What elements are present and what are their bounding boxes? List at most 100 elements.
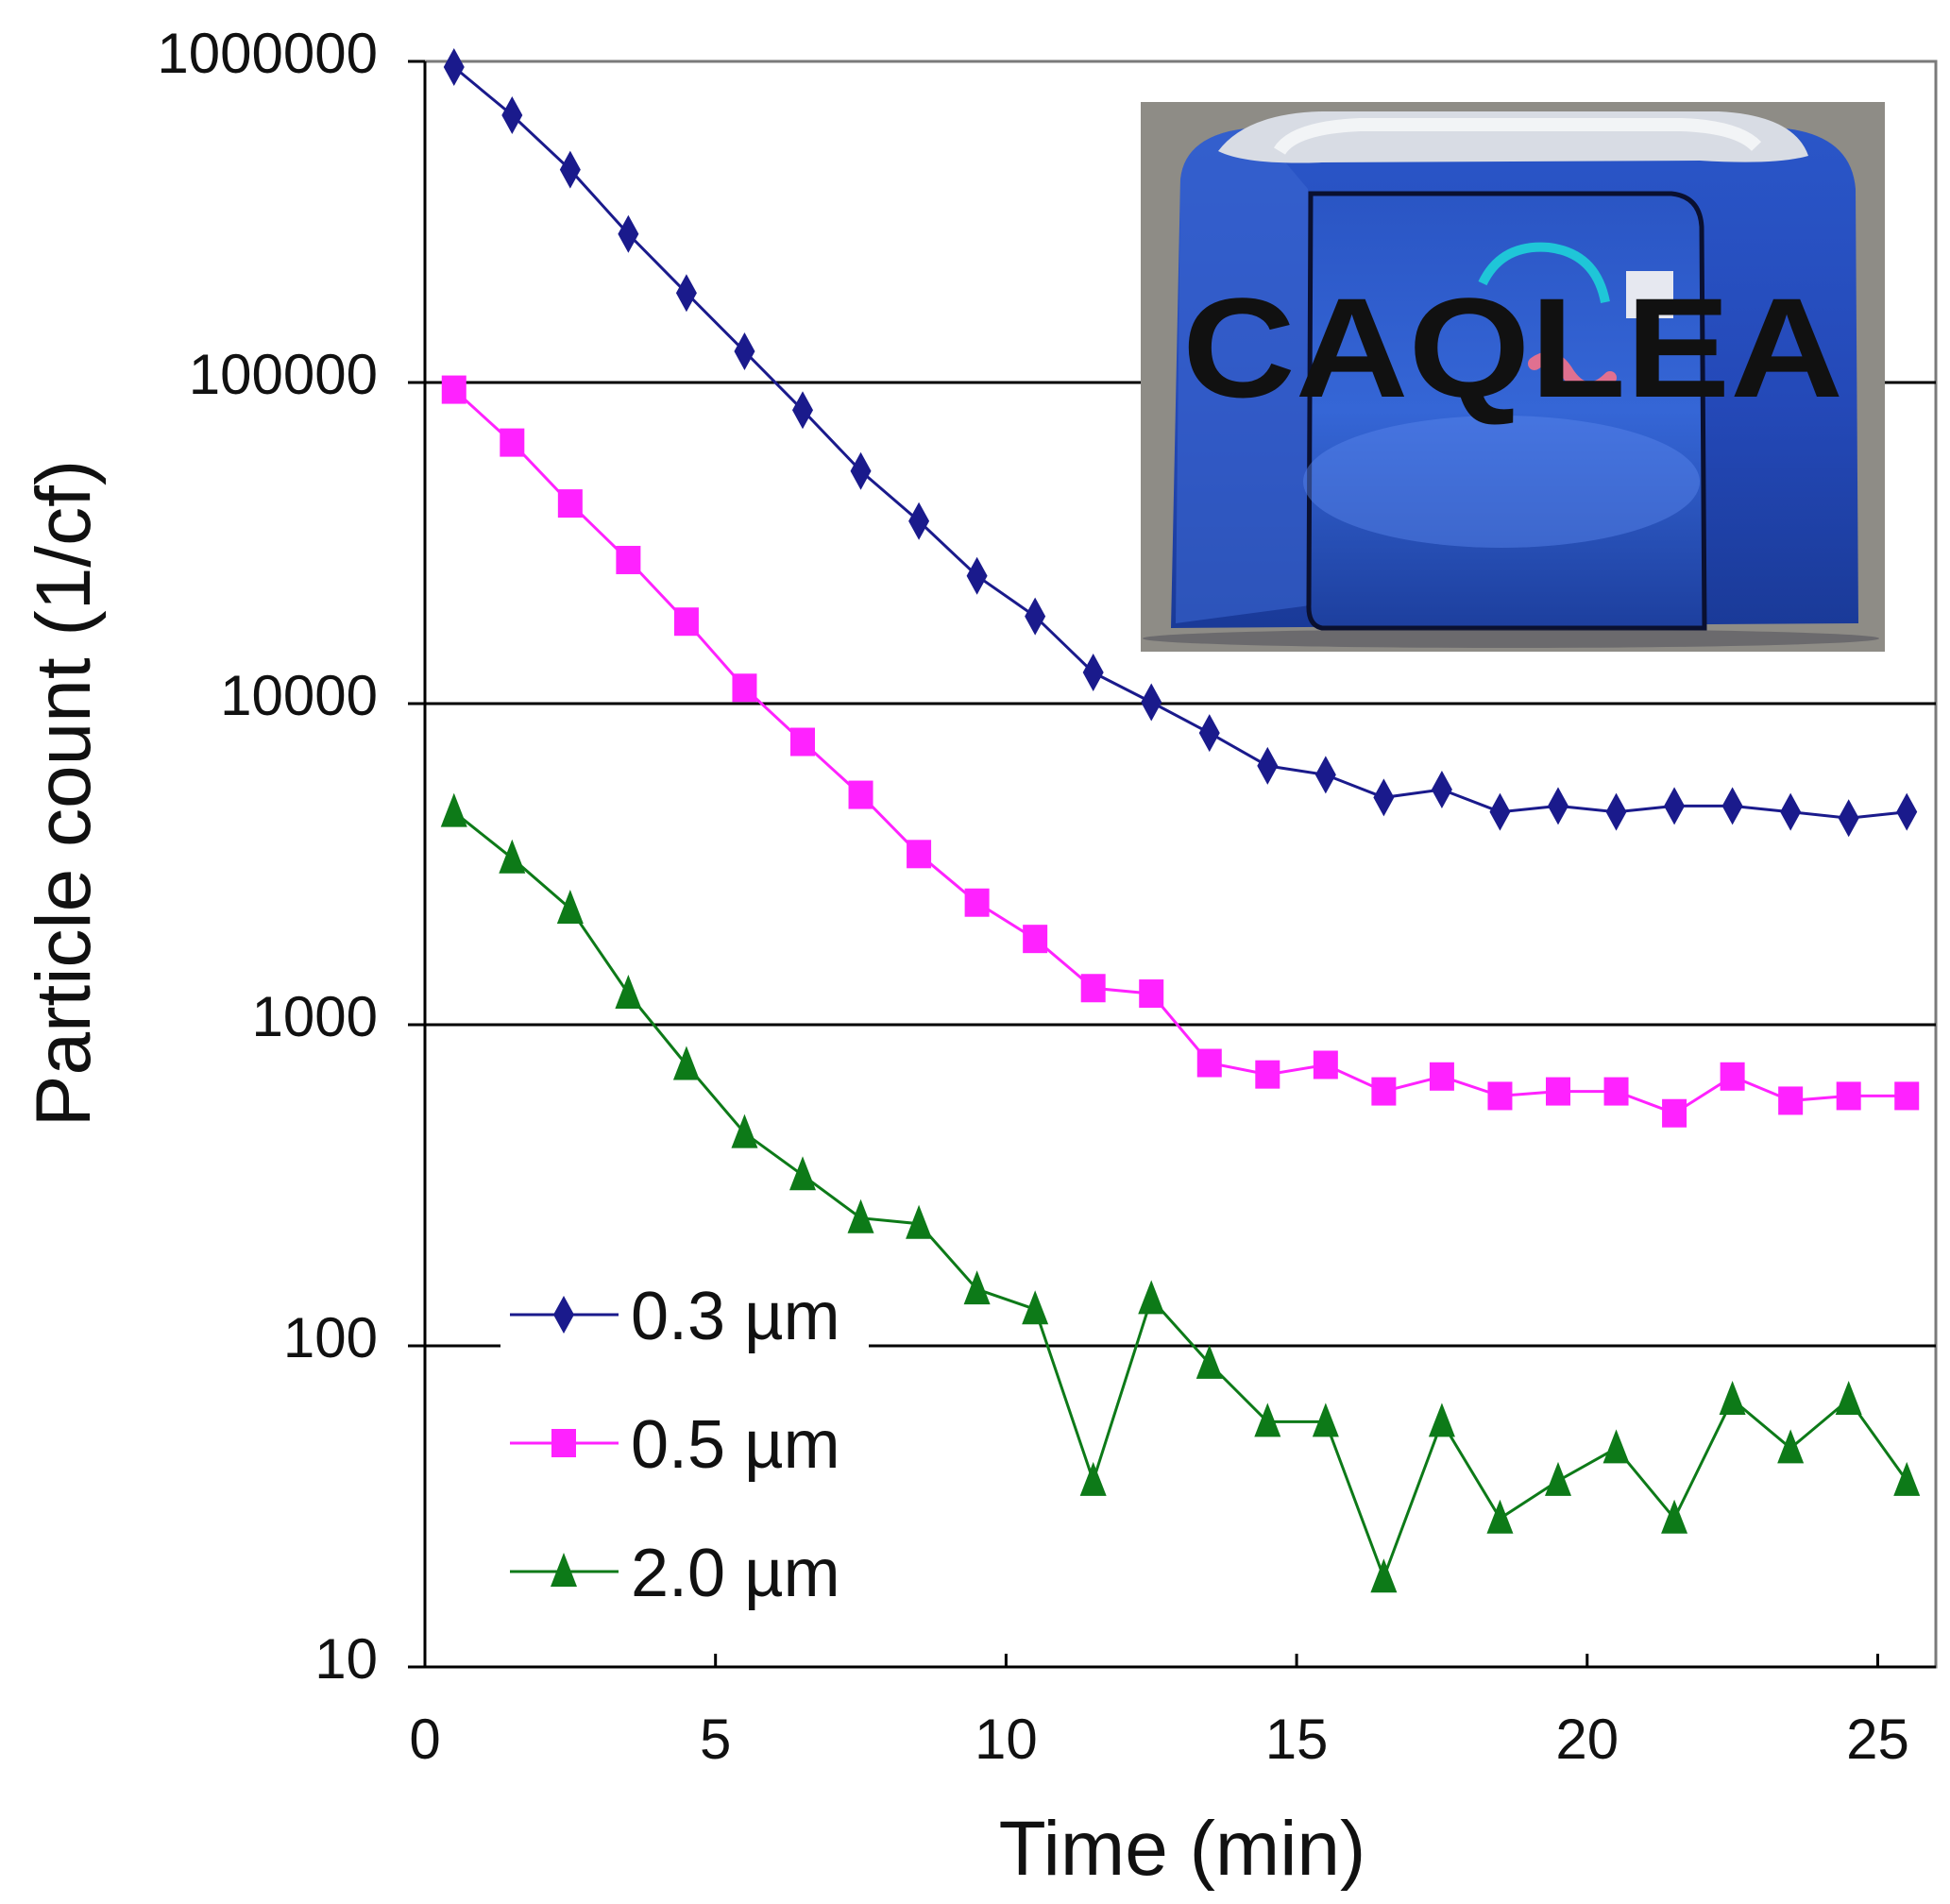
series-point [556, 890, 584, 925]
series-point [1312, 1402, 1339, 1437]
x-tick-label: 5 [700, 1708, 731, 1771]
legend: 0.3 µm 0.5 µm 2.0 µm [500, 1279, 869, 1643]
series-point [732, 673, 757, 703]
series-point [1082, 654, 1104, 692]
x-tick-label: 10 [975, 1708, 1038, 1771]
tent-left-panel [1176, 128, 1317, 623]
logo-arrow-swoosh [1478, 242, 1610, 304]
series-point [557, 489, 583, 518]
series-point [1138, 1280, 1165, 1315]
y-tick-label: 1000000 [157, 22, 378, 85]
legend-marker [551, 1553, 577, 1587]
series-1 [441, 375, 1920, 1128]
series-point [1602, 1429, 1630, 1464]
tent-handle [1274, 118, 1762, 156]
x-axis-title: Time (min) [999, 1806, 1366, 1892]
series-point [1429, 1062, 1454, 1091]
series-point [1313, 1050, 1338, 1080]
series-point [675, 274, 697, 313]
series-point [1605, 792, 1627, 831]
y-tick-label: 100 [283, 1306, 378, 1369]
series-point [1195, 1344, 1223, 1379]
series-2 [440, 792, 1921, 1593]
series-point [734, 332, 755, 371]
series-point [1025, 597, 1046, 636]
series-point [1371, 1077, 1397, 1106]
series-point [1780, 792, 1802, 831]
series-point [847, 1198, 874, 1233]
series-point [1139, 979, 1164, 1009]
series-point [966, 556, 988, 595]
inset-photo: CAQLEA [1141, 102, 1885, 652]
series-point [963, 1270, 991, 1305]
series-point [1896, 792, 1918, 831]
series-point [848, 780, 873, 809]
series-point [500, 428, 525, 457]
series-point [1198, 714, 1220, 753]
series-point [907, 840, 932, 869]
legend-label: 0.3 µm [631, 1279, 840, 1354]
y-tick-label: 1000 [252, 985, 378, 1048]
series-point [1196, 1048, 1222, 1078]
series-point [616, 545, 641, 574]
series-point [1835, 1380, 1862, 1415]
legend-marker [551, 1429, 576, 1457]
tent-door [1306, 191, 1707, 631]
series-point [1778, 1086, 1804, 1115]
inset-logo-text: CAQLEA [1182, 268, 1843, 427]
legend-marker [553, 1296, 574, 1334]
series-point [1489, 792, 1511, 831]
series-point [1022, 1290, 1049, 1325]
series-point [1080, 974, 1106, 1003]
series-point [964, 888, 990, 917]
series-point [1894, 1081, 1920, 1111]
series-point [850, 451, 872, 490]
x-tick-label: 15 [1265, 1708, 1329, 1771]
legend-label: 2.0 µm [631, 1536, 840, 1611]
series-point [440, 792, 467, 827]
series-point [1428, 1402, 1455, 1437]
series-point [789, 1156, 816, 1191]
series-point [618, 214, 639, 253]
series-point [1373, 778, 1395, 817]
series-point [501, 95, 523, 134]
series-point [441, 375, 466, 404]
series-point [1023, 925, 1048, 954]
series-point [908, 502, 930, 540]
series-point [1254, 1402, 1281, 1437]
logo-pink-wave [1528, 351, 1617, 396]
series-point [443, 48, 465, 87]
series-point [790, 727, 815, 756]
series-point [1548, 787, 1568, 825]
series-point [1661, 1499, 1688, 1534]
door-sheen [1303, 416, 1700, 548]
y-axis-title: Particle count (1/cf) [21, 460, 107, 1127]
series-point [559, 150, 581, 189]
series-layer [440, 48, 1921, 1593]
series-point [792, 391, 813, 430]
series-point [672, 1046, 700, 1080]
series-point [1777, 1429, 1805, 1464]
door-window [1626, 271, 1673, 318]
series-point [1141, 683, 1162, 722]
series-point [615, 975, 642, 1010]
series-point [673, 607, 699, 637]
series-point [1721, 787, 1743, 825]
series-point [1545, 1461, 1571, 1496]
series-point [1838, 799, 1859, 838]
x-tick-label: 0 [409, 1708, 440, 1771]
y-tick-label: 10 [314, 1627, 378, 1691]
tent-floor-shadow [1143, 629, 1879, 648]
series-point [1836, 1081, 1861, 1111]
y-tick-label: 10000 [220, 664, 378, 727]
series-point [1719, 1380, 1746, 1415]
legend-label: 0.5 µm [631, 1407, 840, 1483]
series-point [1257, 746, 1279, 785]
series-point [1893, 1461, 1921, 1496]
series-point [1255, 1060, 1280, 1089]
series-point [1487, 1081, 1513, 1111]
series-point [1546, 1077, 1570, 1106]
series-point [1603, 1077, 1629, 1106]
series-point [1314, 756, 1336, 794]
